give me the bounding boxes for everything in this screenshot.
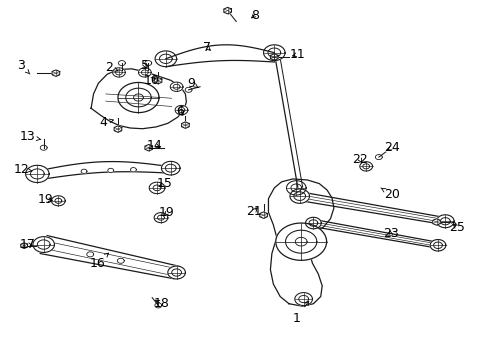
Polygon shape xyxy=(155,303,162,308)
Polygon shape xyxy=(21,243,27,248)
Polygon shape xyxy=(166,45,274,67)
Polygon shape xyxy=(175,105,188,115)
Text: 3: 3 xyxy=(17,59,30,74)
Polygon shape xyxy=(224,8,231,14)
Polygon shape xyxy=(264,45,285,60)
Text: 24: 24 xyxy=(384,141,399,154)
Text: 21: 21 xyxy=(246,205,262,218)
Polygon shape xyxy=(154,213,168,223)
Polygon shape xyxy=(52,70,60,76)
Polygon shape xyxy=(433,219,441,225)
Polygon shape xyxy=(270,54,278,60)
Text: 17: 17 xyxy=(20,238,35,251)
Polygon shape xyxy=(113,68,125,77)
Text: 19: 19 xyxy=(38,193,53,206)
Polygon shape xyxy=(37,162,171,180)
Polygon shape xyxy=(130,167,136,172)
Polygon shape xyxy=(155,51,176,67)
Polygon shape xyxy=(312,220,439,248)
Text: 25: 25 xyxy=(450,221,465,234)
Text: 13: 13 xyxy=(20,130,41,144)
Polygon shape xyxy=(437,215,454,228)
Polygon shape xyxy=(119,60,125,66)
Text: 9: 9 xyxy=(187,77,198,90)
Text: 5: 5 xyxy=(141,59,149,72)
Polygon shape xyxy=(375,154,382,159)
Polygon shape xyxy=(108,168,114,172)
Polygon shape xyxy=(290,189,310,203)
Polygon shape xyxy=(360,162,372,171)
Polygon shape xyxy=(118,258,124,263)
Polygon shape xyxy=(170,82,183,91)
Polygon shape xyxy=(269,179,334,306)
Polygon shape xyxy=(287,181,306,195)
Polygon shape xyxy=(33,237,54,252)
Text: 14: 14 xyxy=(147,139,163,152)
Text: 16: 16 xyxy=(90,253,108,270)
Text: 7: 7 xyxy=(203,41,211,54)
Polygon shape xyxy=(295,293,313,306)
Polygon shape xyxy=(145,144,152,151)
Polygon shape xyxy=(40,235,179,279)
Text: 12: 12 xyxy=(13,163,32,176)
Polygon shape xyxy=(118,82,159,113)
Polygon shape xyxy=(276,223,327,260)
Text: 15: 15 xyxy=(156,177,172,190)
Polygon shape xyxy=(145,60,152,66)
Polygon shape xyxy=(185,87,192,92)
Text: 10: 10 xyxy=(143,74,159,87)
Text: 23: 23 xyxy=(383,227,398,240)
Text: 1: 1 xyxy=(293,301,309,325)
Text: 11: 11 xyxy=(290,48,306,61)
Polygon shape xyxy=(40,145,47,150)
Polygon shape xyxy=(260,212,268,219)
Text: 8: 8 xyxy=(251,9,259,22)
Text: 6: 6 xyxy=(176,105,184,118)
Text: 22: 22 xyxy=(352,153,368,166)
Polygon shape xyxy=(306,217,321,229)
Polygon shape xyxy=(430,239,446,251)
Polygon shape xyxy=(81,169,87,174)
Text: 2: 2 xyxy=(105,60,119,73)
Polygon shape xyxy=(154,77,162,84)
Polygon shape xyxy=(168,266,185,279)
Polygon shape xyxy=(91,69,186,129)
Polygon shape xyxy=(139,68,151,77)
Polygon shape xyxy=(149,182,165,194)
Text: 19: 19 xyxy=(159,207,175,220)
Polygon shape xyxy=(182,122,189,129)
Polygon shape xyxy=(51,196,65,206)
Polygon shape xyxy=(25,165,49,183)
Polygon shape xyxy=(161,161,180,175)
Text: 20: 20 xyxy=(381,188,399,201)
Text: 18: 18 xyxy=(154,297,170,310)
Polygon shape xyxy=(298,192,446,225)
Polygon shape xyxy=(87,252,94,257)
Polygon shape xyxy=(114,126,122,132)
Text: 4: 4 xyxy=(99,116,113,129)
